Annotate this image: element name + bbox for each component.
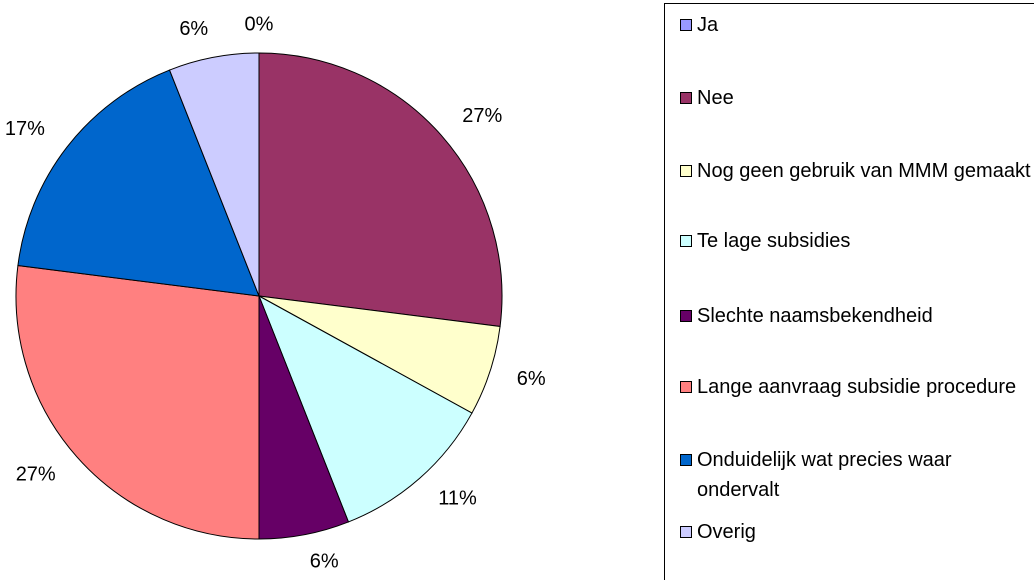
pie-slice: [15, 264, 260, 540]
legend-item: Te lage subsidies: [665, 226, 1033, 256]
legend-label: Ja: [697, 14, 719, 36]
legend-swatch: [680, 526, 692, 538]
legend-item: Slechte naamsbekendheid: [665, 301, 1033, 331]
data-label: 0%: [245, 13, 274, 35]
legend-item: Nee: [665, 83, 1033, 113]
legend-item: Overig: [665, 517, 1033, 547]
legend-label: Nog geen gebruik van MMM gemaakt: [697, 160, 1031, 182]
legend-swatch: [680, 165, 692, 177]
pie-slice: [168, 52, 260, 297]
pie-slice: [17, 69, 260, 297]
data-label: 11%: [438, 488, 477, 510]
legend-swatch: [680, 381, 692, 393]
legend-swatch: [680, 19, 692, 31]
legend-swatch: [680, 454, 692, 466]
legend-swatch: [680, 235, 692, 247]
legend-swatch: [680, 310, 692, 322]
data-label: 17%: [5, 118, 45, 140]
data-label: 6%: [179, 18, 208, 40]
legend-item: Onduidelijk wat precies waar ondervalt: [665, 445, 1033, 505]
data-label: 27%: [16, 463, 56, 485]
legend-swatch: [680, 92, 692, 104]
legend-item: Ja: [665, 10, 1033, 40]
legend-label: Nee: [697, 87, 734, 109]
pie-slice: [258, 52, 503, 328]
data-label: 6%: [310, 550, 339, 572]
legend-label: Overig: [697, 521, 756, 543]
data-label: 6%: [517, 368, 546, 390]
legend-item: Lange aanvraag subsidie procedure: [665, 372, 1033, 402]
pie-slice: [258, 294, 473, 523]
legend-label: Onduidelijk wat precies waar ondervalt: [697, 449, 952, 501]
legend-label: Te lage subsidies: [697, 230, 851, 252]
legend: Ja Nee Nog geen gebruik van MMM gemaakt Te …: [664, 3, 1034, 580]
legend-label: Lange aanvraag subsidie procedure: [697, 376, 1017, 398]
data-label: 27%: [462, 105, 502, 127]
legend-item: Nog geen gebruik van MMM gemaakt: [665, 156, 1033, 186]
legend-label: Slechte naamsbekendheid: [697, 305, 933, 327]
